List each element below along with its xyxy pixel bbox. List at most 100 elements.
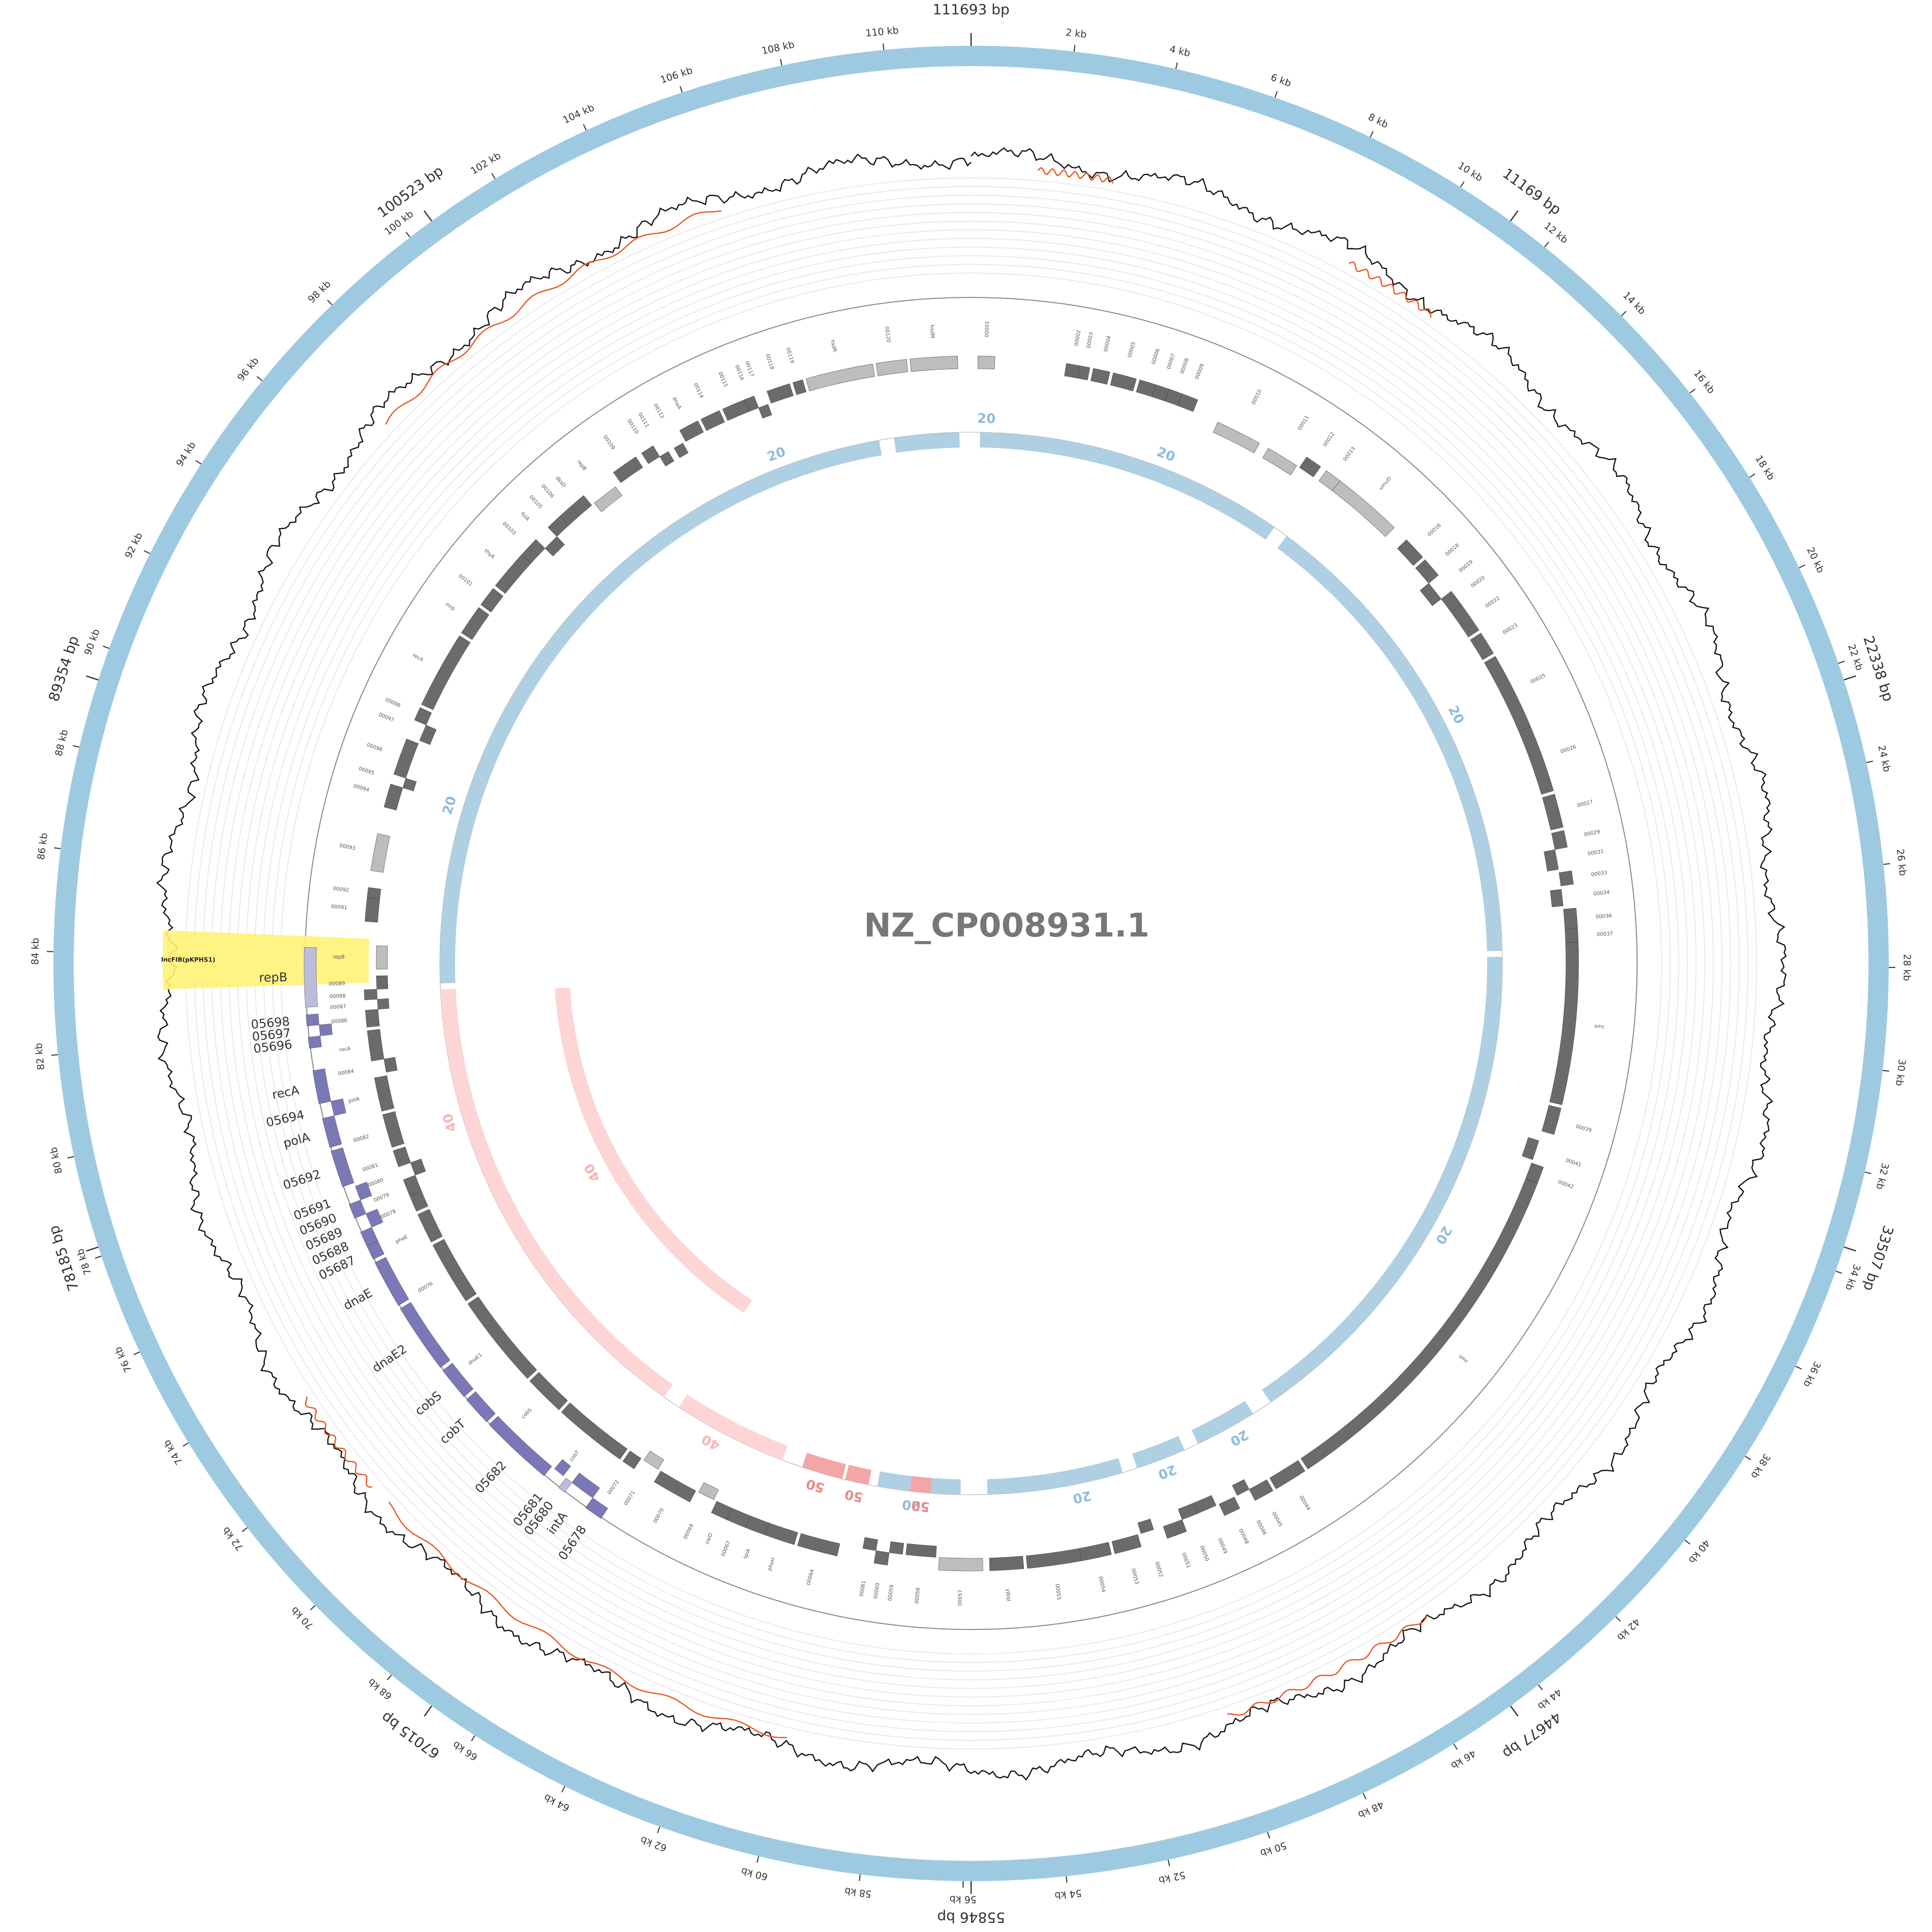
gene-block <box>876 359 908 376</box>
pink-alignment-arc <box>845 1465 872 1485</box>
gene-label: 00080 <box>367 1178 384 1188</box>
kb-tick <box>54 847 61 850</box>
kb-tick <box>1745 1456 1752 1461</box>
bp-label: 89354 bp <box>45 634 82 704</box>
gene-block <box>873 1550 890 1565</box>
kb-tick-label: 92 kb <box>123 531 145 560</box>
bp-label: 44677 bp <box>1499 1709 1564 1762</box>
kb-tick <box>1749 473 1756 478</box>
gene-label: 00003 <box>1086 332 1095 349</box>
arc-value-label: 50 <box>804 1475 826 1495</box>
gene-label: yjbqI <box>1005 1589 1011 1602</box>
gene-block <box>1177 393 1198 412</box>
gene-block <box>1079 1542 1112 1561</box>
gene-block <box>910 355 958 372</box>
gene-label: 00115 <box>717 371 729 388</box>
arc-value-label: 20 <box>901 1496 921 1514</box>
purple-gene-label: 05692 <box>281 1167 322 1192</box>
gene-block <box>797 1533 840 1556</box>
gc-grid-circle <box>194 186 1748 1741</box>
gene-label: 00070 <box>652 1507 665 1524</box>
purple-gene-block <box>400 1302 450 1368</box>
kb-tick-label: 28 kb <box>1901 954 1912 981</box>
kb-tick <box>1838 660 1845 664</box>
gene-block <box>1232 1479 1250 1496</box>
gene-block <box>622 1451 642 1469</box>
kb-tick <box>195 460 202 465</box>
gene-label: 00042 <box>1557 1180 1575 1190</box>
gene-block <box>977 355 995 370</box>
gene-label: 00079 <box>373 1192 390 1203</box>
kb-tick <box>561 1786 565 1793</box>
gene-block <box>758 404 772 419</box>
kb-tick <box>1274 91 1278 98</box>
gene-block <box>594 486 623 512</box>
purple-gene-block <box>306 1013 320 1027</box>
gene-block <box>374 1075 395 1112</box>
kb-tick-label: 50 kb <box>1259 1839 1288 1859</box>
kb-tick-label: 18 kb <box>1753 454 1777 482</box>
kb-tick <box>583 124 587 131</box>
gene-label: 00039 <box>1575 1124 1592 1134</box>
gene-block <box>905 1543 937 1558</box>
arc-value-label: 40 <box>699 1431 722 1454</box>
gene-label: 00048 <box>1237 1528 1250 1545</box>
kb-tick-label: 24 kb <box>1876 744 1892 773</box>
purple-gene-label: cobS <box>412 1388 444 1418</box>
kb-tick <box>757 1856 760 1863</box>
gene-label: 00012 <box>1322 431 1336 447</box>
bp-tick <box>86 1246 99 1252</box>
gene-label: 00009 <box>1194 363 1205 380</box>
gene-label: cobT <box>568 1450 581 1463</box>
gene-block <box>393 1146 411 1167</box>
gene-label: 00082 <box>353 1134 370 1143</box>
replicon-highlight-band <box>163 930 369 989</box>
gene-label: 00025 <box>1530 673 1547 685</box>
gene-block <box>1193 1495 1217 1514</box>
replicon-highlight: IncFIB(pKPHS1) <box>161 930 369 989</box>
arc-value-label: 40 <box>440 1111 460 1133</box>
gene-label: recA <box>411 653 424 663</box>
gene-label: 00002 <box>1074 329 1082 346</box>
gene-block <box>1542 1105 1561 1135</box>
gene-block <box>421 635 471 710</box>
gene-block <box>765 1523 798 1545</box>
gene-block <box>414 707 432 726</box>
kb-tick-label: 62 kb <box>639 1834 669 1854</box>
outer-coordinate-ring <box>53 46 1889 1881</box>
kb-tick <box>72 745 80 748</box>
gene-label: polA <box>348 1096 360 1104</box>
gene-label: recA <box>339 1046 351 1053</box>
pink-alignment-arc <box>679 1394 788 1460</box>
kb-tick <box>1795 1366 1802 1370</box>
purple-gene-block <box>585 1497 608 1519</box>
gene-label: 00033 <box>1591 870 1608 878</box>
gene-block <box>382 1111 405 1148</box>
gene-label: 00037 <box>1596 931 1613 937</box>
kb-tick-label: 78 kb <box>75 1247 94 1277</box>
gene-label: 00023 <box>1502 622 1519 636</box>
gene-label: 00022 <box>1485 595 1501 609</box>
gene-block <box>1025 1548 1082 1569</box>
gene-block <box>1558 870 1574 886</box>
gene-label: 00078 <box>380 1209 397 1220</box>
gene-block <box>1299 457 1321 477</box>
bp-tick <box>1510 1705 1519 1717</box>
gc-grid-circle <box>211 203 1731 1724</box>
gene-block <box>938 1557 983 1572</box>
replicon-label: IncFIB(pKPHS1) <box>161 956 216 963</box>
gene-block <box>1564 928 1579 943</box>
gene-block <box>570 495 592 517</box>
purple-gene-block <box>366 1209 383 1228</box>
gc-grid-circle <box>263 255 1679 1672</box>
kb-tick-label: 52 kb <box>1158 1869 1187 1886</box>
gene-block <box>1110 372 1137 391</box>
kb-tick <box>1363 1793 1367 1800</box>
gene-label: smc <box>1594 1023 1605 1030</box>
gene-block <box>641 445 660 464</box>
gene-label: 00001 <box>984 321 990 337</box>
gene-block <box>766 383 794 404</box>
gene-block <box>376 975 388 989</box>
gene-label: 00096 <box>366 742 383 753</box>
kb-tick <box>386 1674 392 1681</box>
